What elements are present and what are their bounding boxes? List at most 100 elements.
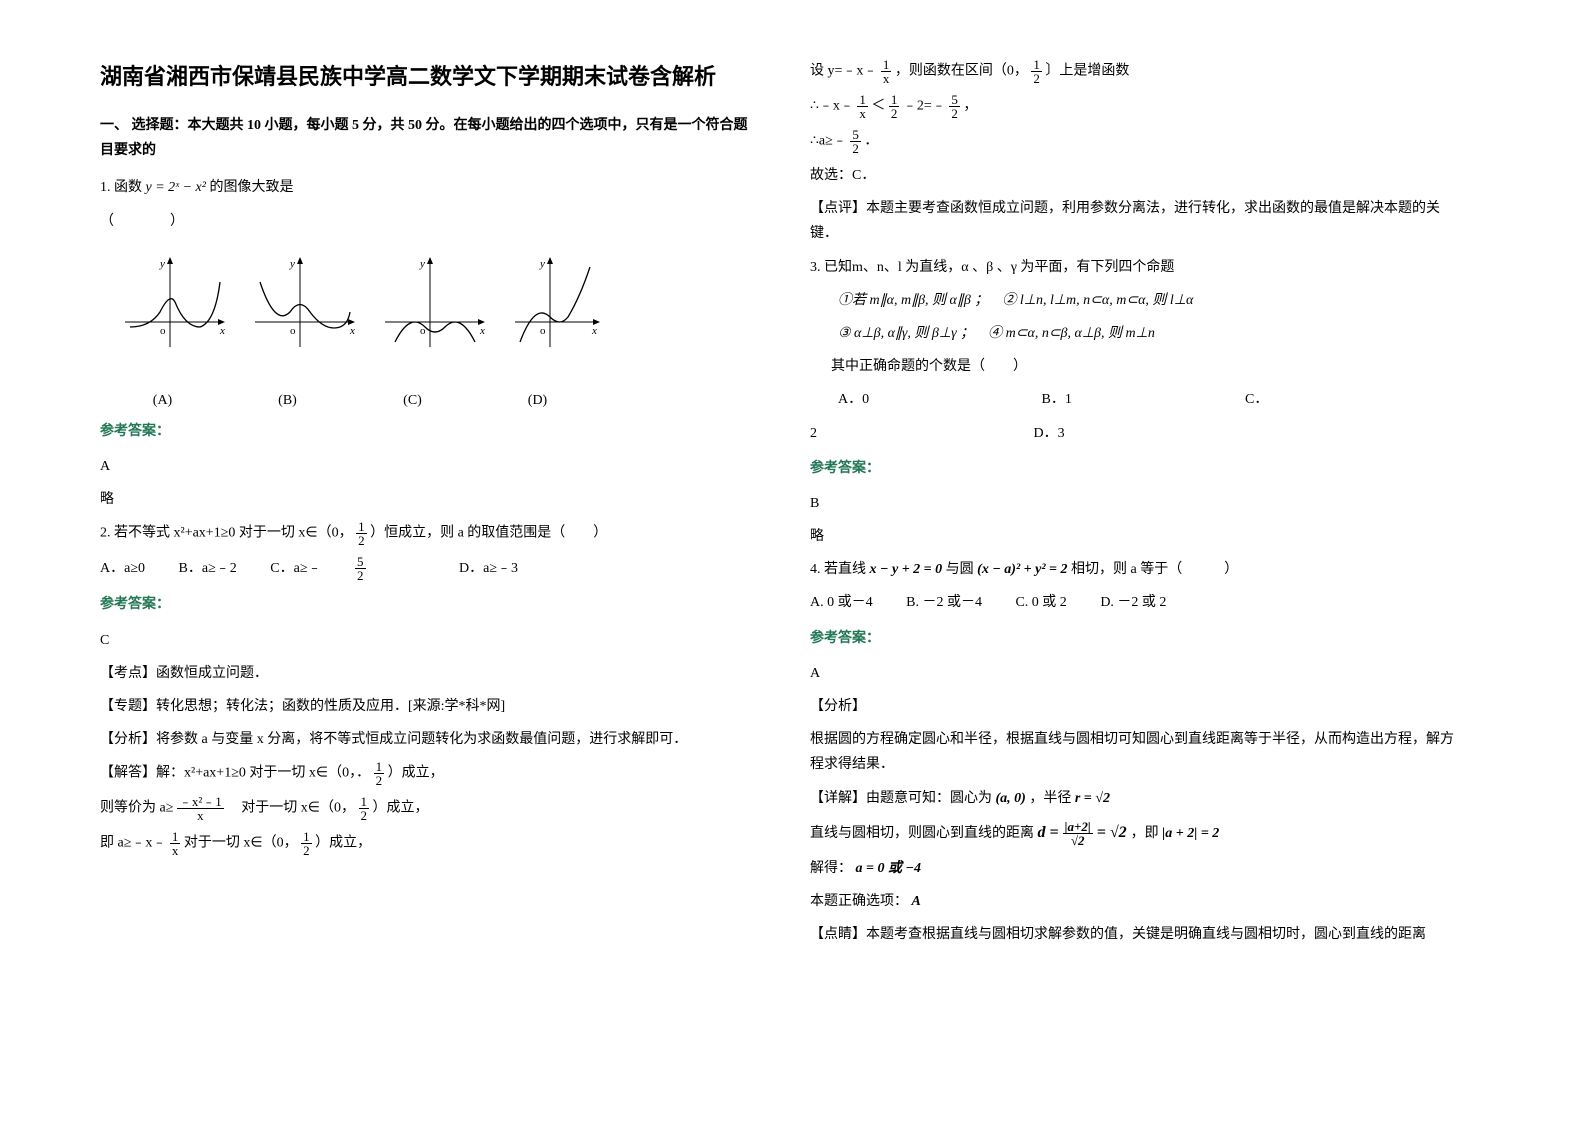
- q2-answer: C: [100, 628, 750, 653]
- q1-pre: 1. 函数: [100, 180, 142, 195]
- svg-text:y: y: [289, 258, 295, 270]
- left-column: 湖南省湘西市保靖县民族中学高二数学文下学期期末试卷含解析 一、 选择题：本大题共…: [100, 50, 750, 955]
- frac-nx2: ﹣x²﹣1x: [177, 795, 224, 822]
- q2-solve-3: 即 a≥﹣x﹣ 1x 对于一切 x∈（0， 12 ）成立，: [100, 830, 750, 857]
- q2-pre: 2. 若不等式 x²+ax+1≥0 对于一切 x∈（0，: [100, 526, 353, 541]
- frac-half-2: 12: [374, 760, 385, 787]
- q4-opt-a: A. 0 或－4: [810, 590, 873, 615]
- q1-option-labels: (A) (B) (C) (D): [100, 393, 600, 409]
- q4-line-eq: x − y + 2 = 0: [870, 562, 943, 577]
- q2-line3-post: ）成立，: [315, 836, 371, 851]
- q2-post: ）恒成立，则 a 的取值范围是（ ）: [370, 526, 607, 541]
- q1-opt-a: (A): [100, 393, 225, 409]
- q2-line2-post: ）成立，: [373, 801, 429, 816]
- q1-answer: A: [100, 454, 750, 479]
- frac-1x-2: 1x: [881, 58, 892, 85]
- q1-stem: 1. 函数 y = 2ˣ − x² 的图像大致是: [100, 175, 750, 200]
- q4-options: A. 0 或－4 B. －2 或－4 C. 0 或 2 D. －2 或 2: [810, 590, 1460, 615]
- svg-text:o: o: [540, 325, 546, 337]
- q4-dist-post: ，即: [1131, 826, 1159, 841]
- section-1-heading: 一、 选择题：本大题共 10 小题，每小题 5 分，共 50 分。在每小题给出的…: [100, 113, 750, 163]
- q1-graphs: y x o y x o y: [100, 252, 600, 382]
- q4-correct-label: 本题正确选项：: [810, 894, 908, 909]
- q4-correct-val: A: [912, 894, 921, 909]
- q3-opt-2: 2: [810, 421, 1030, 446]
- frac-5-2-c: 52: [850, 128, 861, 155]
- q4-dist-pre: 直线与圆相切，则圆心到直线的距离: [810, 826, 1034, 841]
- q2-optc-pre: C．a≥﹣: [270, 556, 321, 581]
- q4-center: (a, 0): [996, 791, 1026, 806]
- q2-r1-post: 〕上是增函数: [1045, 64, 1129, 79]
- q2-r2-mid2: ﹣2=﹣: [903, 99, 946, 114]
- q2-solve-2: 则等价为 a≥ ﹣x²﹣1x 对于一切 x∈（0， 12 ）成立，: [100, 795, 750, 822]
- q4-post: 相切，则 a 等于（ ）: [1071, 562, 1238, 577]
- q3-opt-d: D．3: [1034, 426, 1065, 441]
- q3-opt-a: A．0: [838, 387, 1038, 412]
- q3-p3-a: ③ α⊥β, α∥γ, 则 β⊥γ: [838, 326, 957, 341]
- q2-line3-pre: 即 a≥﹣x﹣: [100, 836, 166, 851]
- q2-opt-b: B．a≥﹣2: [179, 556, 237, 581]
- q2-r1-mid: ，则函数在区间（0，: [895, 64, 1028, 79]
- q3-p1-b: ； ② l⊥n, l⊥m, n⊂α, m⊂α, 则 l⊥α: [974, 293, 1193, 308]
- q4-detail: 【详解】由题意可知：圆心为 (a, 0) ，半径 r = √2: [810, 786, 1460, 811]
- q3-answer: B: [810, 491, 1460, 516]
- q4-detail-pre: 【详解】由题意可知：圆心为: [810, 791, 992, 806]
- svg-text:x: x: [479, 325, 485, 337]
- q1-formula: y = 2ˣ − x²: [146, 180, 206, 195]
- q3-p1: ①若 m∥α, m∥β, 则 α∥β ； ② l⊥n, l⊥m, n⊂α, m⊂…: [810, 288, 1460, 313]
- q2-r1-pre: 设 y=﹣x﹣: [810, 64, 877, 79]
- q2-solve-post: ）成立，: [388, 766, 444, 781]
- q4-dist-formula: d = |a+2|√2 = √2: [1038, 824, 1131, 841]
- q2-r2-pre: ∴﹣x﹣: [810, 99, 854, 114]
- q2-r2-post: ，: [963, 99, 977, 114]
- q3-options-row2: 2 D．3: [810, 421, 1460, 446]
- q4-dist: 直线与圆相切，则圆心到直线的距离 d = |a+2|√2 = √2 ，即 |a …: [810, 819, 1460, 848]
- q4-solve: 解得： a = 0 或 −4: [810, 856, 1460, 881]
- q2-opt-c: C．a≥﹣ 52: [270, 555, 425, 582]
- svg-text:x: x: [591, 325, 597, 337]
- frac-half-3: 12: [359, 795, 370, 822]
- q4-mid: 与圆: [946, 562, 974, 577]
- q2-r3-pre: ∴a≥﹣: [810, 134, 847, 149]
- q3-options-row1: A．0 B．1 C．: [810, 387, 1460, 412]
- q4-analysis: 根据圆的方程确定圆心和半径，根据直线与圆相切可知圆心到直线距离等于半径，从而构造…: [810, 727, 1460, 777]
- q4-correct: 本题正确选项： A: [810, 889, 1460, 914]
- q4-answer-label: 参考答案：: [810, 626, 1460, 651]
- frac-half-6: 12: [889, 93, 900, 120]
- q1-opt-b: (B): [225, 393, 350, 409]
- q3-p3: ③ α⊥β, α∥γ, 则 β⊥γ ； ④ m⊂α, n⊂β, α⊥β, 则 m…: [810, 321, 1460, 346]
- q4-opt-c: C. 0 或 2: [1015, 590, 1066, 615]
- q2-rline4: 故选：C．: [810, 163, 1460, 188]
- svg-text:x: x: [349, 325, 355, 337]
- q2-line2-pre: 则等价为 a≥: [100, 801, 173, 816]
- q4-opt-b: B. －2 或－4: [906, 590, 982, 615]
- q2-line3-mid: 对于一切 x∈（0，: [184, 836, 298, 851]
- q2-rline1: 设 y=﹣x﹣ 1x ，则函数在区间（0， 12 〕上是增函数: [810, 58, 1460, 85]
- svg-text:y: y: [159, 258, 165, 270]
- q1-paren: （ ）: [100, 209, 750, 234]
- q1-brief: 略: [100, 487, 750, 512]
- q3-tail: 其中正确命题的个数是（ ）: [810, 354, 1460, 379]
- q3-opt-b: B．1: [1042, 387, 1242, 412]
- q4-abs: |a + 2| = 2: [1162, 826, 1219, 841]
- q2-solve-1: 【解答】解：x²+ax+1≥0 对于一切 x∈（0，． 12 ）成立，: [100, 760, 750, 787]
- frac-5-2-b: 52: [949, 93, 960, 120]
- q4-comment: 【点睛】本题考查根据直线与圆相切求解参数的值，关键是明确直线与圆相切时，圆心到直…: [810, 922, 1460, 947]
- frac-half-5: 12: [1031, 58, 1042, 85]
- q2-solve-pre: 【解答】解：x²+ax+1≥0 对于一切 x∈（0，．: [100, 766, 370, 781]
- q2-answer-label: 参考答案：: [100, 592, 750, 617]
- q3-p1-a: ①若 m∥α, m∥β, 则 α∥β: [838, 293, 971, 308]
- frac-5-2: 52: [355, 555, 396, 582]
- q4-solve-val: a = 0 或 −4: [856, 861, 921, 876]
- q3-brief: 略: [810, 524, 1460, 549]
- q2-comment: 【点评】本题主要考查函数恒成立问题，利用参数分离法，进行转化，求出函数的最值是解…: [810, 196, 1460, 246]
- q2-options: A．a≥0 B．a≥﹣2 C．a≥﹣ 52 D．a≥﹣3: [100, 555, 750, 582]
- svg-text:o: o: [160, 325, 166, 337]
- q4-stem: 4. 若直线 x − y + 2 = 0 与圆 (x − a)² + y² = …: [810, 557, 1460, 582]
- q2-line2-mid: 对于一切 x∈（0，: [227, 801, 355, 816]
- paper-title: 湖南省湘西市保靖县民族中学高二数学文下学期期末试卷含解析: [100, 60, 750, 93]
- q2-r2-mid: ＜: [871, 99, 885, 114]
- q3-p3-b: ； ④ m⊂α, n⊂β, α⊥β, 则 m⊥n: [960, 326, 1155, 341]
- q2-r3-post: ．: [864, 134, 878, 149]
- svg-text:y: y: [539, 258, 545, 270]
